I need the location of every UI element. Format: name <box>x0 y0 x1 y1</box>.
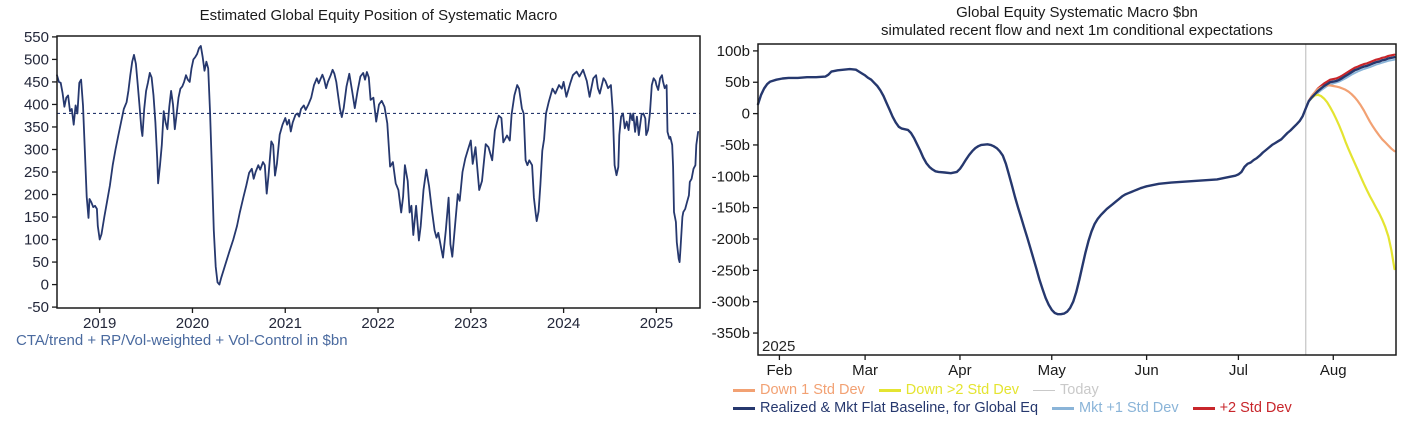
left-chart-plot: 550500450400350300250200150100500-502019… <box>24 29 701 332</box>
y-tick-label: 450 <box>24 74 49 91</box>
y-tick-label: 350 <box>24 119 49 136</box>
y-tick-label: -200b <box>712 231 750 248</box>
legend-label: Realized & Mkt Flat Baseline, for Global… <box>760 400 1039 416</box>
y-tick-label: -150b <box>712 200 750 217</box>
x-tick-label: 2019 <box>83 315 116 332</box>
y-tick-label: 50b <box>725 74 750 91</box>
y-tick-label: 250 <box>24 164 49 181</box>
legend-row: Realized & Mkt Flat Baseline, for Global… <box>733 400 1292 417</box>
right-chart-plot: 100b 50b 0 -50b -100b -150b -200b -250b -300b -35… <box>712 43 1397 379</box>
y-tick-label: 100 <box>24 232 49 249</box>
y-tick-label: 300 <box>24 141 49 158</box>
right-chart-title-line2: simulated recent flow and next 1m condit… <box>881 22 1273 39</box>
legend-line-swatch <box>733 407 755 410</box>
right-chart-legend: Down 1 Std Dev Down >2 Std Dev Today Realiz… <box>733 382 1292 418</box>
in-plot-year-label: 2025 <box>762 338 795 355</box>
x-tick-label: 2020 <box>176 315 209 332</box>
x-tick-label: 2021 <box>269 315 302 332</box>
x-tick-label: Apr <box>948 362 971 379</box>
legend-label: Today <box>1060 382 1099 398</box>
legend-label: Down 1 Std Dev <box>760 382 865 398</box>
left-chart-footnote: CTA/trend + RP/Vol-weighted + Vol-Contro… <box>16 332 348 349</box>
x-tick-label: May <box>1038 362 1067 379</box>
y-tick-label: -50b <box>720 137 750 154</box>
series-line-down-2-std-dev <box>1307 93 1396 271</box>
y-tick-label: -250b <box>712 262 750 279</box>
legend-line-swatch <box>1033 390 1056 391</box>
legend-item: +2 Std Dev <box>1192 400 1292 417</box>
legend-line-swatch <box>1052 407 1075 410</box>
y-tick-label: -50 <box>27 299 49 316</box>
legend-label: Down >2 Std Dev <box>905 382 1020 398</box>
plot-border <box>757 43 1397 356</box>
x-tick-label: 2025 <box>640 315 673 332</box>
legend-item: Realized & Mkt Flat Baseline, for Global… <box>733 400 1038 417</box>
y-tick-label: -350b <box>712 325 750 342</box>
x-tick-label: Jul <box>1229 362 1248 379</box>
x-tick-label: 2022 <box>361 315 394 332</box>
y-tick-label: 400 <box>24 96 49 113</box>
series-line-+2-std-dev <box>1307 53 1396 103</box>
y-tick-label: 0 <box>742 106 750 123</box>
x-tick-label: 2024 <box>547 315 580 332</box>
legend-line-swatch <box>878 389 901 392</box>
y-tick-label: 150 <box>24 209 49 226</box>
y-tick-label: 200 <box>24 187 49 204</box>
left-chart-title: Estimated Global Equity Position of Syst… <box>199 7 558 24</box>
legend-row: Down 1 Std Dev Down >2 Std Dev Today <box>733 382 1292 399</box>
series-line-mkt-+1-std-dev <box>1307 58 1396 102</box>
legend-item: Down >2 Std Dev <box>878 382 1020 399</box>
y-tick-label: -300b <box>712 294 750 311</box>
y-tick-label: -100b <box>712 168 750 185</box>
x-tick-label: Jun <box>1135 362 1159 379</box>
y-tick-label: 500 <box>24 51 49 68</box>
x-tick-label: 2023 <box>454 315 487 332</box>
legend-item: Today <box>1033 382 1099 399</box>
x-tick-label: Mar <box>852 362 878 379</box>
legend-item: Down 1 Std Dev <box>733 382 865 399</box>
series-line-realized-mkt-flat-baseline-for-global-eq <box>756 56 1396 316</box>
right-chart-title: Global Equity Systematic Macro $bn simul… <box>758 4 1396 40</box>
legend-label: Mkt +1 Std Dev <box>1079 400 1179 416</box>
legend-item: Mkt +1 Std Dev <box>1052 400 1179 417</box>
right-chart-title-line1: Global Equity Systematic Macro $bn <box>956 4 1198 21</box>
legend-line-swatch <box>1192 407 1215 410</box>
y-tick-label: 50 <box>32 254 49 271</box>
y-tick-label: 550 <box>24 29 49 46</box>
legend-line-swatch <box>733 389 755 392</box>
series-line-cta-trend-+-rp-vol-weighted-+-vol-control-bn- <box>56 45 699 286</box>
x-tick-label: Feb <box>766 362 792 379</box>
legend-label: +2 Std Dev <box>1219 400 1292 416</box>
x-tick-label: Aug <box>1320 362 1347 379</box>
y-tick-label: 100b <box>717 43 750 60</box>
y-tick-label: 0 <box>41 277 49 294</box>
plot-border <box>56 35 701 309</box>
